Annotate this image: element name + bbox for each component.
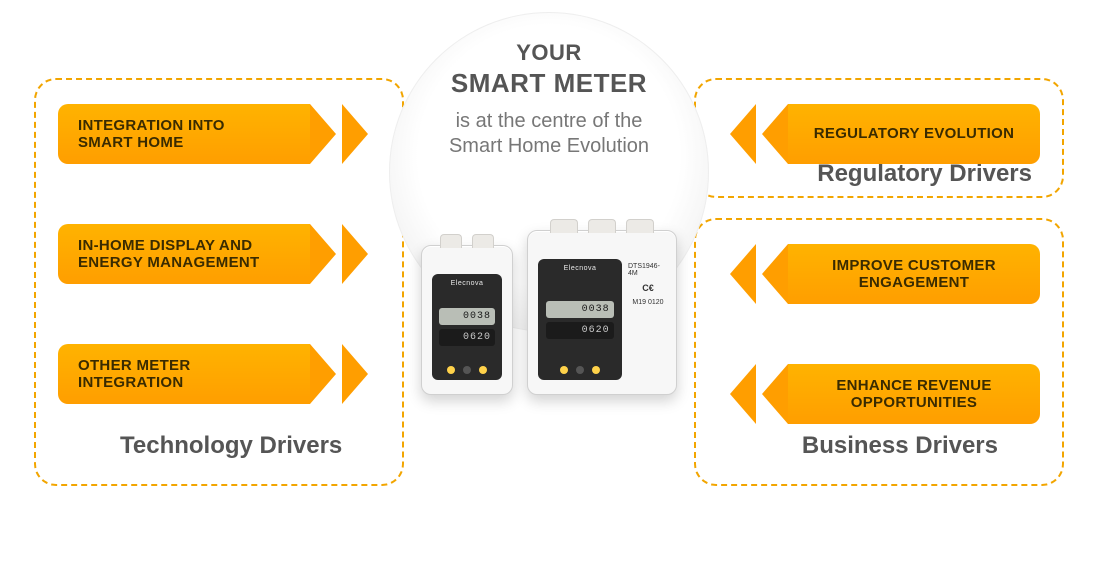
chevron-right-icon [310, 104, 368, 164]
driver-banner: IN-HOME DISPLAY AND ENERGY MANAGEMENT [58, 224, 368, 284]
meter-ce-text: M19 0120 [632, 299, 663, 306]
meter-lcd-2: 0620 [439, 329, 495, 346]
meter-brand: Elecnova [451, 280, 484, 287]
banner-label: IN-HOME DISPLAY AND ENERGY MANAGEMENT [58, 224, 310, 284]
center-subtitle: is at the centre of the Smart Home Evolu… [429, 109, 669, 159]
driver-banner: OTHER METER INTEGRATION [58, 344, 368, 404]
meter-devices: Elecnova 0038 0620 Elecnova 0038 0620 DT… [421, 230, 677, 395]
driver-banner: IMPROVE CUSTOMER ENGAGEMENT [730, 244, 1040, 304]
group-label: Regulatory Drivers [817, 160, 1032, 188]
infographic-canvas: YOUR SMART METER is at the centre of the… [0, 0, 1098, 566]
driver-banner: REGULATORY EVOLUTION [730, 104, 1040, 164]
chevron-left-icon [730, 364, 788, 424]
banner-label: REGULATORY EVOLUTION [788, 104, 1040, 164]
center-title-line2: SMART METER [451, 68, 647, 99]
meter-large: Elecnova 0038 0620 DTS1946-4M C€ M19 012… [527, 230, 677, 395]
chevron-left-icon [730, 244, 788, 304]
meter-small: Elecnova 0038 0620 [421, 245, 513, 395]
meter-lcd-1: 0038 [439, 308, 495, 325]
group-label: Technology Drivers [120, 432, 342, 460]
driver-banner: INTEGRATION INTO SMART HOME [58, 104, 368, 164]
chevron-right-icon [310, 224, 368, 284]
banner-label: ENHANCE REVENUE OPPORTUNITIES [788, 364, 1040, 424]
meter-lcd-1: 0038 [546, 301, 613, 318]
chevron-left-icon [730, 104, 788, 164]
meter-brand: Elecnova [564, 265, 597, 272]
driver-banner: ENHANCE REVENUE OPPORTUNITIES [730, 364, 1040, 424]
group-label: Business Drivers [802, 432, 998, 460]
center-title-line1: YOUR [516, 40, 582, 66]
meter-model: DTS1946-4M [628, 263, 668, 277]
meter-side-label: DTS1946-4M C€ M19 0120 [628, 259, 668, 380]
banner-label: IMPROVE CUSTOMER ENGAGEMENT [788, 244, 1040, 304]
banner-label: INTEGRATION INTO SMART HOME [58, 104, 310, 164]
banner-label: OTHER METER INTEGRATION [58, 344, 310, 404]
meter-lcd-2: 0620 [546, 322, 613, 339]
chevron-right-icon [310, 344, 368, 404]
